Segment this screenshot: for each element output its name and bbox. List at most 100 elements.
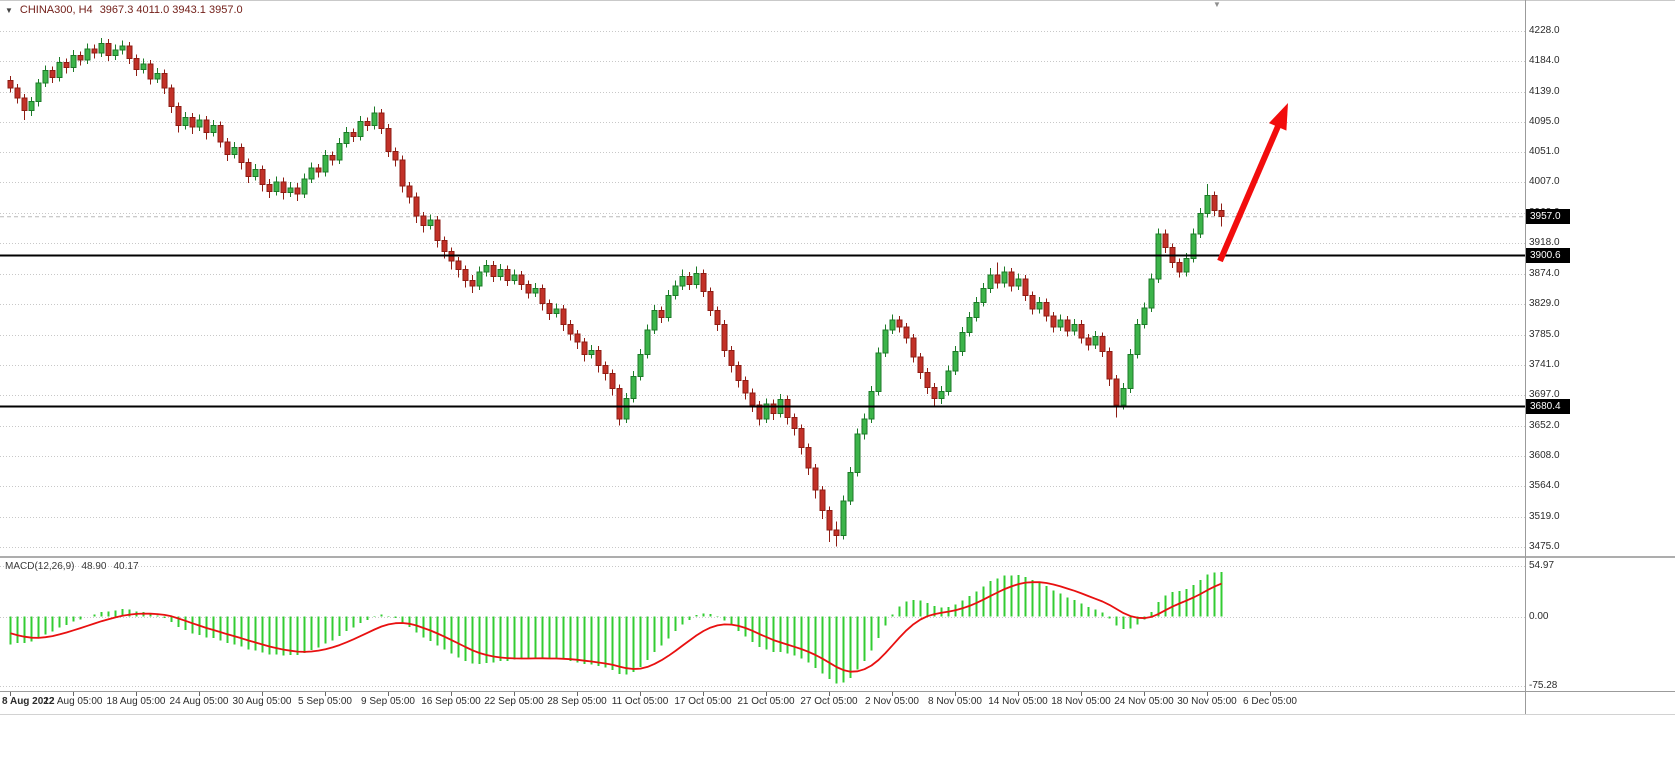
candle <box>756 404 763 420</box>
candle <box>595 349 602 366</box>
price-axis-label: 4051.0 <box>1529 146 1560 158</box>
candle <box>119 45 126 51</box>
candle <box>1050 315 1057 328</box>
horizontal-line-objects[interactable] <box>0 254 1525 408</box>
candle <box>1141 307 1148 325</box>
candle <box>1071 323 1078 332</box>
candle <box>560 308 567 325</box>
price-axis-label: 3608.0 <box>1529 449 1560 461</box>
date-axis-label: 14 Nov 05:00 <box>988 696 1048 707</box>
candle <box>700 273 707 292</box>
candle <box>1204 194 1211 214</box>
candle <box>357 120 364 138</box>
price-axis-label: 3829.0 <box>1529 298 1560 310</box>
chart-header: ▼ CHINA300, H4 3967.3 4011.0 3943.1 3957… <box>5 4 243 16</box>
candle <box>203 119 210 133</box>
candle <box>553 308 560 314</box>
candle <box>399 159 406 187</box>
date-axis-label: 30 Aug 05:00 <box>232 696 292 707</box>
chart-shift-marker-icon[interactable]: ▼ <box>1213 0 1221 9</box>
candle <box>7 79 14 89</box>
candle <box>245 162 252 177</box>
price-axis[interactable]: 4228.04184.04139.04095.04051.04007.03962… <box>1529 0 1674 714</box>
candle <box>455 260 462 270</box>
candle <box>294 187 301 195</box>
symbol-dropdown-icon[interactable]: ▼ <box>5 5 13 15</box>
date-axis-label: 18 Nov 05:00 <box>1051 696 1111 707</box>
candle <box>1099 336 1106 353</box>
candle <box>546 303 553 314</box>
candle <box>889 319 896 331</box>
candle <box>483 264 490 273</box>
candle <box>973 301 980 318</box>
candle <box>434 219 441 242</box>
candle <box>847 471 854 502</box>
price-line-badge: 3680.4 <box>1526 398 1570 414</box>
candle <box>812 467 819 491</box>
candle <box>28 101 35 111</box>
candle <box>504 268 511 281</box>
candle <box>35 82 42 103</box>
date-axis[interactable]: 8 Aug 2022 12 Aug 05:00 18 Aug 05:00 24 Aug… <box>0 694 1675 712</box>
date-axis-label: 21 Oct 05:00 <box>737 696 795 707</box>
candle <box>1029 295 1036 310</box>
candle <box>175 105 182 127</box>
candle <box>1106 351 1113 380</box>
candle <box>672 285 679 297</box>
macd-signal-line <box>10 581 1222 673</box>
candle <box>1190 233 1197 260</box>
candle <box>938 390 945 399</box>
candle <box>77 55 84 61</box>
candle <box>98 42 105 54</box>
candle <box>959 332 966 353</box>
candle <box>518 274 525 286</box>
candle <box>1211 194 1218 212</box>
candle <box>406 185 413 198</box>
candle <box>805 447 812 469</box>
candle <box>574 333 581 343</box>
price-axis-label: 3519.0 <box>1529 510 1560 522</box>
candle <box>378 112 385 129</box>
candle <box>21 97 28 111</box>
candle <box>112 49 119 57</box>
candle <box>826 510 833 531</box>
candle <box>749 392 756 406</box>
candle <box>861 418 868 435</box>
symbol-timeframe-label: CHINA300, H4 <box>19 4 93 16</box>
candle <box>924 371 931 388</box>
date-axis-label: 22 Sep 05:00 <box>484 696 544 707</box>
candle <box>1134 323 1141 355</box>
price-axis-label: 3564.0 <box>1529 480 1560 491</box>
candle <box>1022 278 1029 297</box>
date-axis-label: 18 Aug 05:00 <box>106 696 166 707</box>
candle <box>301 178 308 195</box>
candle <box>679 275 686 287</box>
candle <box>490 264 497 277</box>
candle <box>917 356 924 373</box>
current-price-badge: 3957.0 <box>1526 209 1570 225</box>
date-axis-label: 6 Dec 05:00 <box>1243 696 1297 707</box>
panel-separators[interactable] <box>0 0 1675 715</box>
candle <box>1092 336 1099 346</box>
candle <box>581 341 588 355</box>
candle <box>147 63 154 80</box>
candle <box>497 268 504 277</box>
candle <box>189 116 196 128</box>
macd-signal-value: 40.17 <box>113 561 139 572</box>
trend-arrow[interactable] <box>1217 103 1288 263</box>
candle <box>1176 262 1183 273</box>
macd-axis-label: 54.97 <box>1529 560 1555 571</box>
price-axis-label: 3918.0 <box>1529 237 1560 249</box>
candle <box>987 274 994 290</box>
date-ticks <box>10 692 1271 696</box>
date-axis-label: 9 Sep 05:00 <box>361 696 415 707</box>
date-axis-label: 24 Aug 05:00 <box>169 696 229 707</box>
candle <box>441 240 448 253</box>
candle <box>1148 278 1155 309</box>
candle <box>525 284 532 294</box>
price-axis-label: 3741.0 <box>1529 358 1560 370</box>
candle <box>273 181 280 192</box>
candle <box>1162 233 1169 249</box>
candle <box>315 167 322 173</box>
